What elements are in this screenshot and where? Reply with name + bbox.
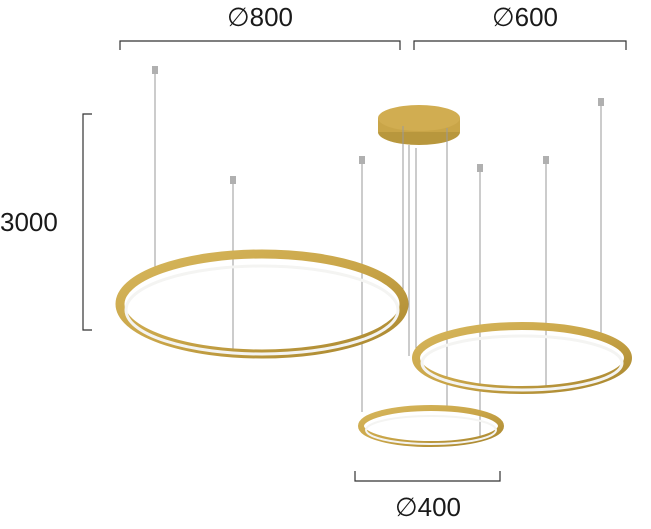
dimension-label-800: ∅800 (227, 2, 293, 32)
ring-large (115, 249, 409, 359)
ceiling-canopy (378, 105, 460, 145)
ring-medium (412, 322, 632, 394)
dimension-line-800 (119, 40, 401, 50)
dimension-label-600: ∅600 (492, 2, 558, 32)
dimension-line-600 (413, 40, 627, 50)
dimension-label-400: ∅400 (395, 492, 461, 522)
dimension-line-400 (354, 471, 501, 482)
wire-grippers (152, 66, 604, 184)
ring-small (358, 405, 504, 447)
dimension-label-3000: 3000 (0, 207, 58, 237)
suspension-wires (154, 72, 602, 438)
dimension-line-3000 (82, 113, 92, 331)
